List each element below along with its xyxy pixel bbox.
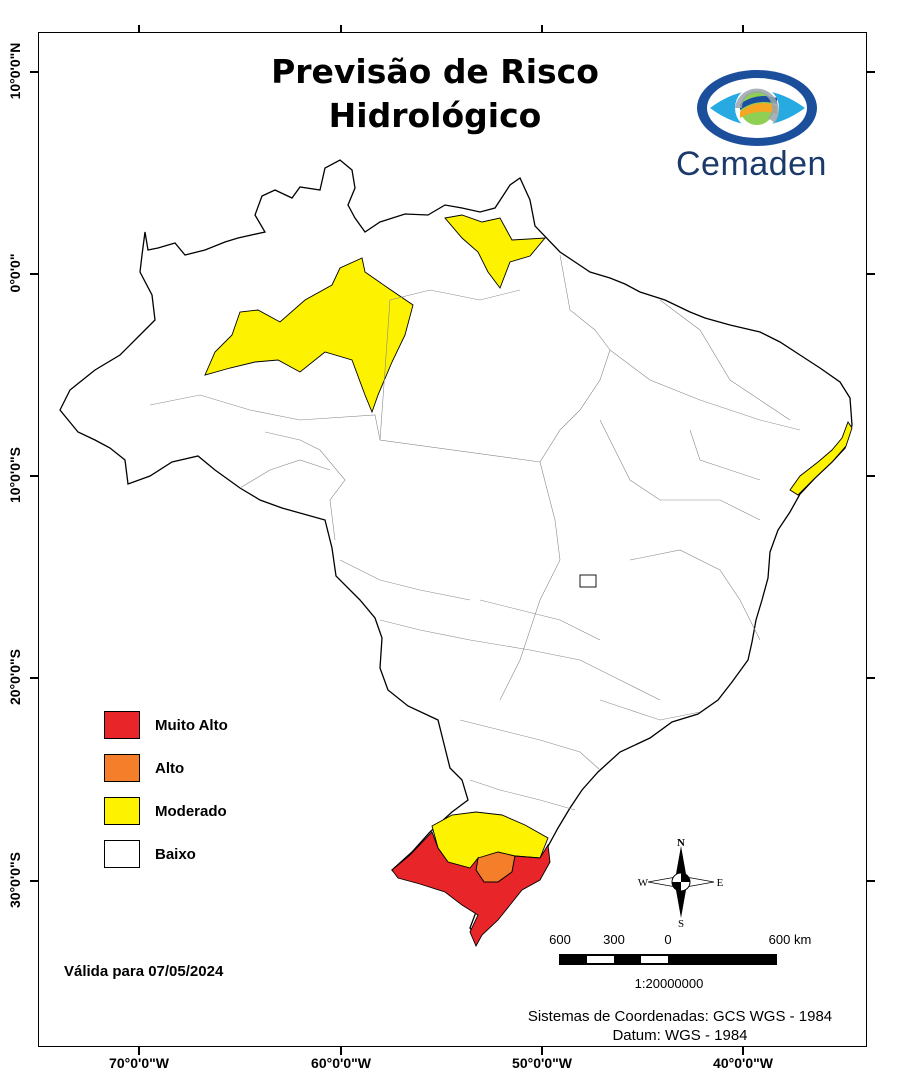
tick-lon-60w [340, 25, 342, 33]
tick-lon-40w [742, 25, 744, 33]
scale-bar [559, 954, 777, 965]
west-label: W [638, 877, 649, 889]
federal-district [579, 574, 597, 588]
north-label: N [677, 837, 685, 849]
tick-lat-0 [30, 273, 38, 275]
tick-lat-10n-right [867, 71, 875, 73]
legend-label: Alto [155, 760, 185, 777]
tick-lat-0-right [867, 273, 875, 275]
logo-text: Cemaden [676, 145, 827, 183]
legend-label: Moderado [155, 803, 227, 820]
tick-lon-70w [138, 25, 140, 33]
cemaden-logo [697, 70, 817, 146]
region-moderado-amapa [444, 214, 547, 289]
scale-ratio: 1:20000000 [634, 976, 704, 991]
tick-lat-20s-right [867, 677, 875, 679]
tick-lat-20s [30, 677, 38, 679]
validity-date: Válida para 07/05/2024 [64, 963, 224, 980]
tick-lon-50w [541, 25, 543, 33]
scale-label-600-km: 600 km [768, 932, 812, 947]
tick-lat-10s-right [867, 475, 875, 477]
map-frame [38, 32, 867, 1047]
tick-lat-10n [30, 71, 38, 73]
region-moderado-amazonas [204, 257, 414, 414]
region-muito-alto-rs [391, 831, 551, 948]
tick-lat-30s-right [867, 880, 875, 882]
legend-swatch-moderado [104, 797, 140, 825]
legend-swatch-muito-alto [104, 711, 140, 739]
legend-swatch-alto [104, 754, 140, 782]
tick-lat-30s [30, 880, 38, 882]
coord-system-line2: Datum: WGS - 1984 [612, 1027, 748, 1044]
east-label: E [717, 877, 724, 889]
legend-label: Baixo [155, 846, 196, 863]
internal-borders [149, 254, 801, 811]
tick-lon-50w-bottom [541, 1047, 543, 1055]
tick-lon-70w-bottom [138, 1047, 140, 1055]
tick-lat-10s [30, 475, 38, 477]
north-arrow: N S W E [638, 837, 724, 928]
scale-label-600-left: 600 [549, 932, 571, 947]
legend-label: Muito Alto [155, 717, 228, 734]
map-title-line1: Previsão de Risco [271, 52, 599, 91]
south-label: S [678, 918, 684, 928]
tick-lon-40w-bottom [742, 1047, 744, 1055]
region-moderado-alagoas [789, 421, 853, 496]
coord-system-line1: Sistemas de Coordenadas: GCS WGS - 1984 [527, 1008, 833, 1025]
tick-lon-60w-bottom [340, 1047, 342, 1055]
scale-label-300: 300 [603, 932, 625, 947]
map-title-line2: Hidrológico [328, 96, 542, 135]
scale-label-0: 0 [664, 932, 672, 947]
legend-swatch-baixo [104, 840, 140, 868]
